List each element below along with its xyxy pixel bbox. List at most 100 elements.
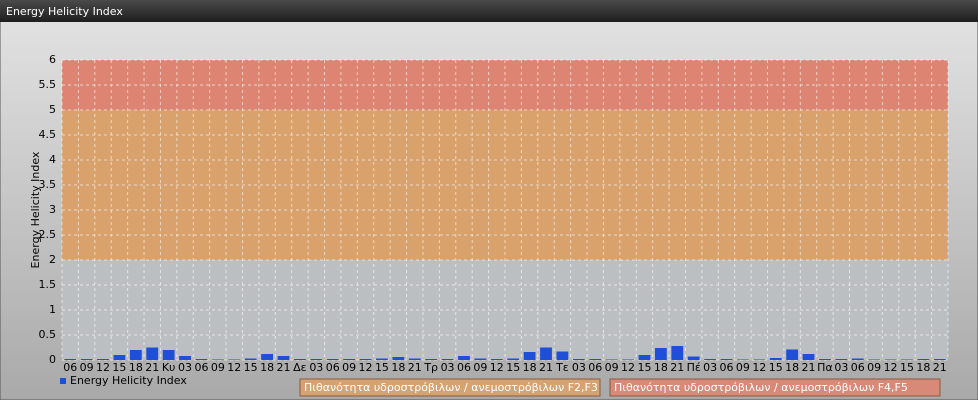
bar [310,359,323,360]
x-tick-label: 03 [441,361,455,374]
bar [97,359,109,360]
x-tick-label: 18 [523,361,537,374]
x-tick-label: 03 [834,361,848,374]
bar [425,359,438,360]
y-tick-label: 5.5 [39,78,57,91]
x-tick-label: 21 [408,361,422,374]
bar [671,346,684,360]
x-tick-label: 03 [309,361,323,374]
x-tick-label: Πέ [687,361,701,374]
x-tick-label: 15 [769,361,783,374]
bar [162,350,175,360]
x-tick-label: 18 [391,361,405,374]
x-tick-label: 12 [621,361,635,374]
bar [179,356,191,360]
bar [737,359,749,360]
bar [474,358,487,360]
bar [244,358,257,360]
x-tick-label: 06 [63,361,77,374]
bar [146,347,159,360]
bar [490,359,503,360]
x-tick-label: 06 [194,361,208,374]
bar [901,359,913,360]
bar [589,359,602,360]
x-tick-label: Τρ [423,361,438,374]
x-tick-label: 15 [244,361,258,374]
y-tick-label: 3.5 [39,178,57,191]
bar [540,347,552,360]
x-tick-label: 15 [900,361,914,374]
bar [819,359,831,360]
x-tick-label: 06 [457,361,471,374]
x-tick-label: 15 [637,361,651,374]
bar [523,352,536,360]
x-tick-label: 03 [703,361,717,374]
bar [113,355,126,360]
bar [654,348,667,360]
bar [80,359,93,360]
x-tick-label: 18 [129,361,143,374]
bar [376,358,388,360]
y-tick-label: 3 [49,203,56,216]
x-tick-label: 21 [539,361,553,374]
x-tick-label: Δε [293,361,307,374]
x-tick-label: 09 [736,361,750,374]
bar [277,356,290,360]
bar [917,359,930,360]
x-tick-label: 03 [178,361,192,374]
x-tick-label: 06 [851,361,865,374]
bar [638,355,651,360]
x-tick-label: 06 [326,361,340,374]
bar [294,359,306,360]
bar [802,354,815,360]
x-tick-label: 21 [802,361,816,374]
band-legend-label: Πιθανότητα υδροστρόβιλων / ανεμοστρόβιλω… [304,381,598,394]
x-tick-label: Πα [817,361,833,374]
bar [704,359,716,360]
y-tick-label: 0 [49,353,56,366]
x-tick-label: 15 [112,361,126,374]
x-tick-label: 21 [670,361,684,374]
x-tick-label: 12 [227,361,241,374]
y-tick-label: 6 [49,53,56,66]
bar [343,359,356,360]
bar [326,359,339,360]
x-tick-label: 06 [588,361,602,374]
x-tick-label: 21 [145,361,159,374]
y-tick-label: 1.5 [39,278,57,291]
bar [228,359,241,360]
bar [129,350,142,360]
y-tick-label: 5 [49,103,56,116]
chart-title: Energy Helicity Index [6,5,123,18]
bar [933,359,946,360]
bar [392,357,405,360]
bar [211,359,224,360]
legend-label: Energy Helicity Index [70,374,187,387]
bar [605,359,618,360]
bar [851,358,864,360]
x-tick-label: 09 [342,361,356,374]
bar [786,349,799,360]
band-legend-box [299,378,601,397]
bar [441,359,454,360]
bar [359,359,372,360]
x-tick-label: 12 [752,361,766,374]
bar [195,359,208,360]
bar [408,358,421,360]
y-tick-label: 4 [49,153,56,166]
x-tick-label: 09 [473,361,487,374]
legend-swatch [60,378,66,384]
x-tick-label: 18 [654,361,668,374]
x-tick-label: 21 [277,361,291,374]
bar [753,359,766,360]
x-tick-label: 18 [916,361,930,374]
bar [64,359,77,360]
bar [687,356,700,360]
bar [720,359,733,360]
x-tick-label: 06 [720,361,734,374]
bar [261,354,273,360]
y-tick-label: 2.5 [39,228,57,241]
y-tick-label: 1 [49,303,56,316]
x-tick-label: 12 [96,361,110,374]
bar [458,356,470,360]
